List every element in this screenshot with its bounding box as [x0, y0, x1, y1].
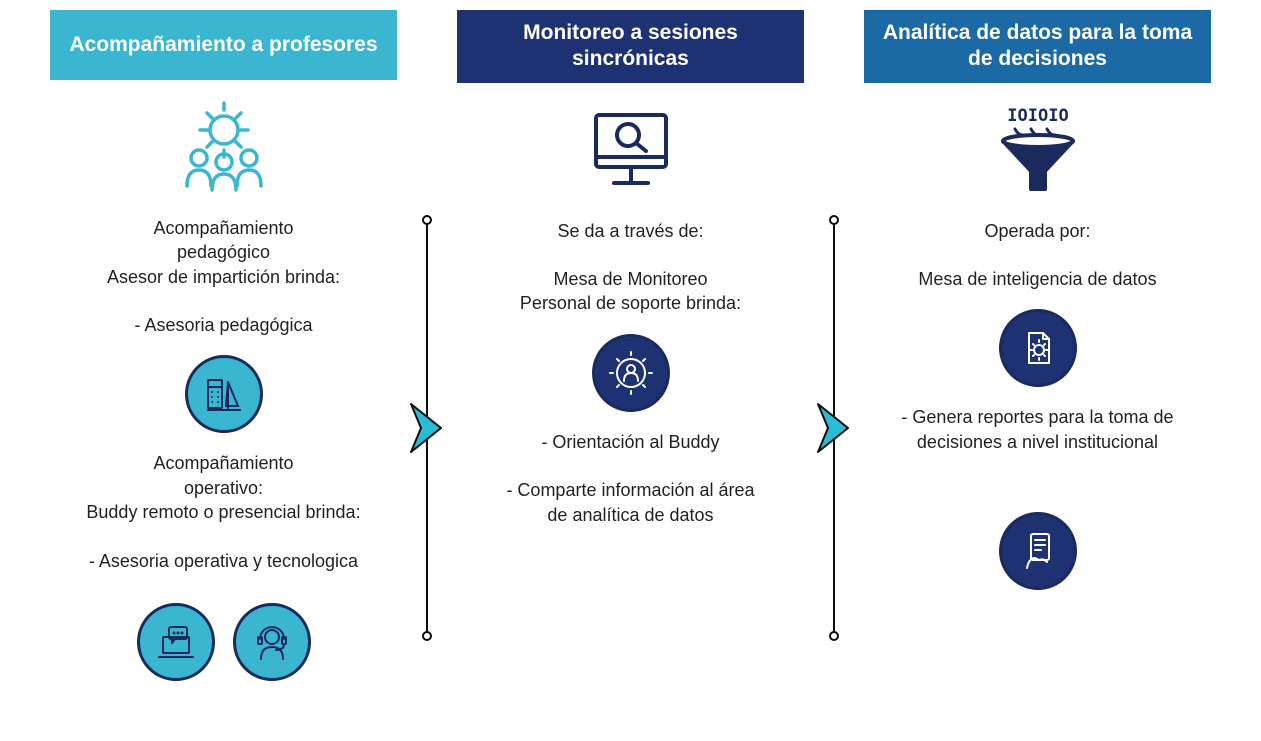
header-2-text: Monitoreo a sesiones sincrónicas [465, 20, 796, 73]
col3-text1: Operada por: Mesa de inteligencia de dat… [918, 219, 1156, 292]
divider-1-dot-top [422, 215, 432, 225]
team-gear-icon [169, 98, 279, 198]
monitor-search-icon [576, 101, 686, 201]
ruler-calc-icon [185, 355, 263, 433]
laptop-chat-icon [137, 603, 215, 681]
divider-2-dot-top [829, 215, 839, 225]
data-funnel-icon: IOIOIO [983, 101, 1093, 201]
col1-text2: Acompañamiento operativo: Buddy remoto o… [86, 451, 360, 572]
column-monitoreo: Monitoreo a sesiones sincrónicas Se da a… [447, 10, 814, 721]
column-analitica: Analítica de datos para la toma de decis… [854, 10, 1221, 721]
col3-icon-row [999, 498, 1077, 604]
divider-2-dot-bottom [829, 631, 839, 641]
header-2: Monitoreo a sesiones sincrónicas [457, 10, 804, 83]
col1-text1: Acompañamiento pedagógico Asesor de impa… [107, 216, 340, 337]
doc-gear-icon [999, 309, 1077, 387]
header-3: Analítica de datos para la toma de decis… [864, 10, 1211, 83]
headset-person-icon [233, 603, 311, 681]
header-1-text: Acompañamiento a profesores [69, 32, 377, 58]
col1-icon-row [137, 589, 311, 695]
col2-text1: Se da a través de: Mesa de Monitoreo Per… [520, 219, 741, 316]
divider-2-arrow-icon [814, 402, 854, 459]
header-3-text: Analítica de datos para la toma de decis… [872, 20, 1203, 73]
divider-2 [814, 10, 854, 721]
divider-1-arrow-icon [407, 402, 447, 459]
svg-text:IOIOIO: IOIOIO [1007, 106, 1068, 126]
infographic-container: Acompañamiento a profesores Acompañamie [0, 0, 1261, 741]
hand-tablet-icon [999, 512, 1077, 590]
col3-text2: - Genera reportes para la toma de decisi… [901, 405, 1173, 454]
column-acompanamiento: Acompañamiento a profesores Acompañamie [40, 10, 407, 721]
divider-1-dot-bottom [422, 631, 432, 641]
col2-text2: - Orientación al Buddy - Comparte inform… [506, 430, 754, 527]
divider-1 [407, 10, 447, 721]
header-1: Acompañamiento a profesores [50, 10, 397, 80]
person-gear-icon [592, 334, 670, 412]
